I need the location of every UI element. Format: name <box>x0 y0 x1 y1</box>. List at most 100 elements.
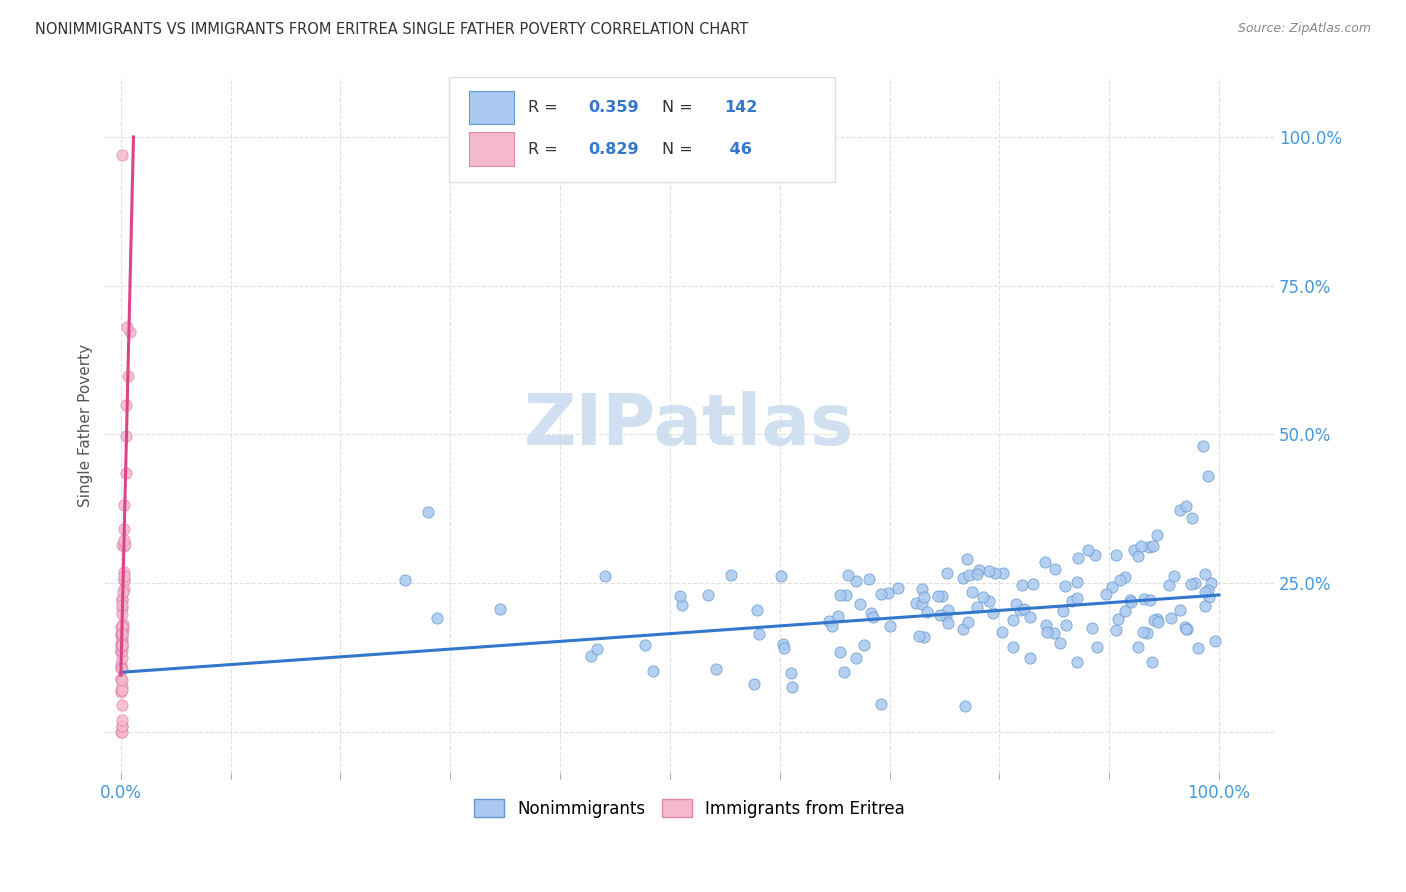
Point <box>1126 549 1149 563</box>
Point <box>1105 624 1128 638</box>
Point <box>966 599 988 614</box>
Point <box>1168 503 1191 517</box>
Text: 142: 142 <box>724 100 758 115</box>
Point <box>742 677 765 691</box>
Point <box>1194 585 1216 599</box>
Point <box>110 684 132 698</box>
Point <box>1085 640 1108 655</box>
Point <box>870 587 893 601</box>
Text: R =: R = <box>527 100 562 115</box>
Point <box>848 597 870 611</box>
Point <box>111 683 134 698</box>
Point <box>1002 640 1025 654</box>
Point <box>911 582 934 596</box>
Point <box>1095 587 1118 601</box>
Point <box>112 539 135 553</box>
Point <box>111 679 134 693</box>
Point <box>931 589 953 603</box>
Text: 0.359: 0.359 <box>589 100 640 115</box>
Point <box>1060 594 1083 608</box>
Point <box>111 591 134 606</box>
Point <box>952 622 974 636</box>
Point <box>1114 570 1136 584</box>
Point <box>952 570 974 584</box>
Point <box>912 630 935 644</box>
Point <box>111 673 134 688</box>
Point <box>852 639 875 653</box>
Point <box>1008 603 1031 617</box>
Point <box>120 325 142 339</box>
Point <box>911 597 934 611</box>
Point <box>1126 640 1149 654</box>
Point <box>704 662 727 676</box>
Point <box>1119 592 1142 607</box>
Point <box>818 615 841 629</box>
Point <box>1049 636 1071 650</box>
Point <box>993 566 1015 580</box>
Point <box>1066 574 1088 589</box>
Point <box>837 567 859 582</box>
Point <box>112 568 135 582</box>
Point <box>1133 591 1156 606</box>
Point <box>780 666 803 681</box>
Point <box>1019 609 1042 624</box>
Point <box>1142 613 1164 627</box>
Point <box>489 601 512 615</box>
Point <box>111 607 134 622</box>
Point <box>111 640 134 654</box>
Point <box>111 644 134 658</box>
Point <box>697 588 720 602</box>
Point <box>110 643 132 657</box>
FancyBboxPatch shape <box>470 132 513 166</box>
Point <box>1012 601 1035 615</box>
Point <box>117 369 139 384</box>
Point <box>1066 591 1088 605</box>
Point <box>1197 469 1219 483</box>
Point <box>1077 542 1099 557</box>
Point <box>1175 623 1198 637</box>
Point <box>877 586 900 600</box>
Point <box>1137 540 1160 554</box>
Point <box>1132 624 1154 639</box>
Point <box>869 698 891 712</box>
Point <box>110 628 132 642</box>
Point <box>962 585 984 599</box>
Point <box>1194 567 1216 582</box>
Point <box>1018 651 1040 665</box>
Point <box>1005 598 1028 612</box>
Point <box>1067 551 1090 566</box>
Point <box>912 590 935 604</box>
Point <box>111 591 134 606</box>
Point <box>110 645 132 659</box>
Point <box>936 566 959 580</box>
Point <box>1045 562 1067 576</box>
Point <box>957 568 980 582</box>
Point <box>828 645 851 659</box>
Point <box>860 606 883 620</box>
Point <box>394 573 416 587</box>
Point <box>928 608 950 623</box>
Point <box>936 602 959 616</box>
Point <box>426 611 449 625</box>
Point <box>111 662 134 676</box>
Point <box>1052 604 1074 618</box>
FancyBboxPatch shape <box>450 78 835 182</box>
Point <box>114 537 136 551</box>
Point <box>1119 595 1142 609</box>
Point <box>845 651 868 665</box>
Point <box>953 698 976 713</box>
Point <box>821 619 844 633</box>
Point <box>110 673 132 687</box>
Point <box>115 398 138 412</box>
Point <box>1168 603 1191 617</box>
Point <box>927 589 949 603</box>
Point <box>111 619 134 633</box>
Point <box>1129 539 1152 553</box>
Point <box>772 637 794 651</box>
Text: N =: N = <box>662 100 699 115</box>
Point <box>1066 655 1088 669</box>
Point <box>1180 577 1202 591</box>
Point <box>1054 618 1077 632</box>
Point <box>827 608 849 623</box>
Point <box>1011 578 1033 592</box>
